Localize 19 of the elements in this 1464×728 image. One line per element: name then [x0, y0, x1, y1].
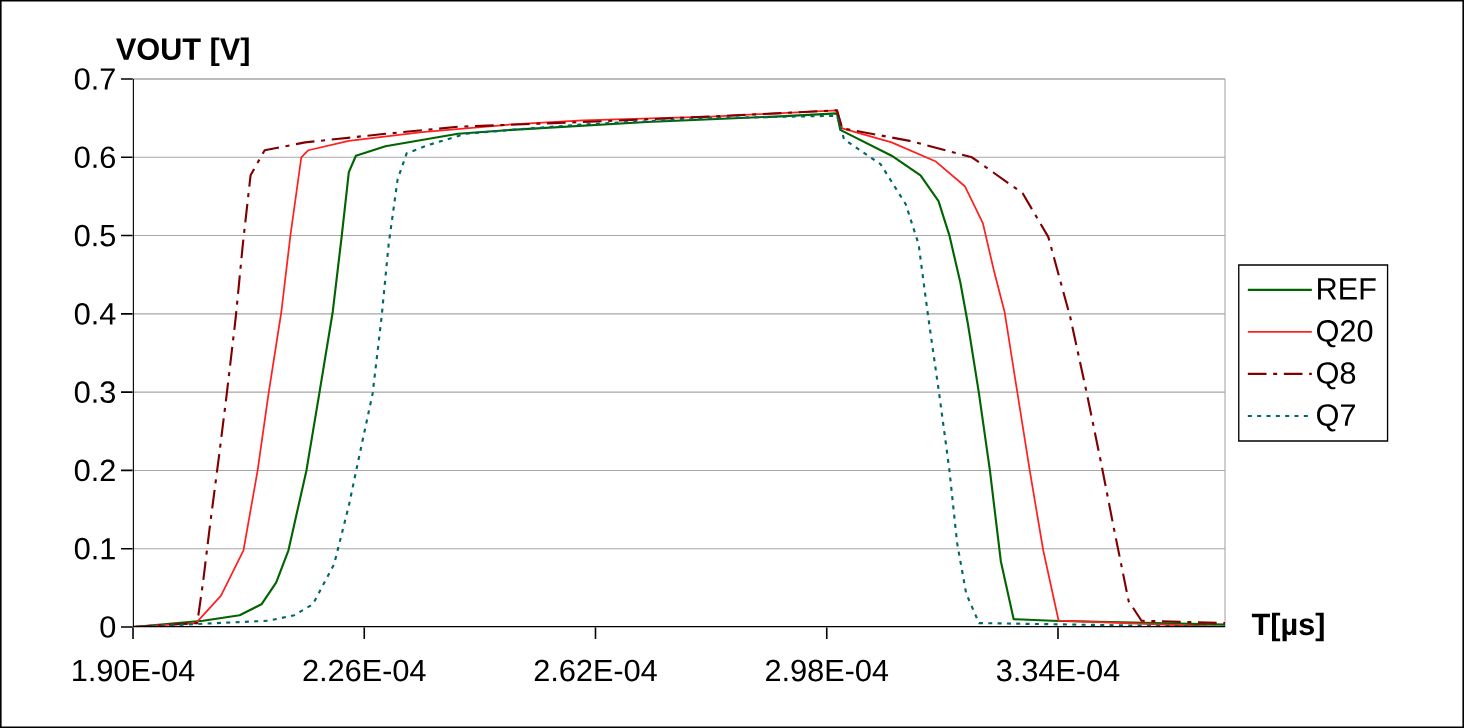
y-tick-label: 0.3 [74, 381, 115, 403]
y-tick-label: 0.6 [74, 146, 115, 169]
legend-label: REF [1318, 278, 1376, 300]
x-tick-label: 2.62E-04 [534, 659, 657, 682]
x-axis-title: T[µs] [1251, 612, 1324, 642]
x-tick-label: 2.98E-04 [766, 659, 889, 682]
y-tick-label: 0.5 [74, 224, 116, 247]
y-tick-label: 0 [100, 616, 116, 638]
legend-label: Q20 [1317, 320, 1373, 348]
y-tick-label: 0.1 [74, 537, 115, 560]
y-tick-label: 0.4 [74, 302, 116, 325]
y-tick-label: 0.7 [74, 68, 115, 90]
x-tick-label: 1.90E-04 [73, 659, 195, 682]
y-tick-label: 0.2 [74, 459, 115, 482]
legend-label: Q8 [1317, 362, 1356, 390]
legend-label: Q7 [1317, 404, 1355, 432]
x-tick-label: 2.26E-04 [303, 659, 426, 682]
y-axis-title: VOUT [V] [116, 37, 249, 67]
x-tick-label: 3.34E-04 [996, 659, 1120, 682]
